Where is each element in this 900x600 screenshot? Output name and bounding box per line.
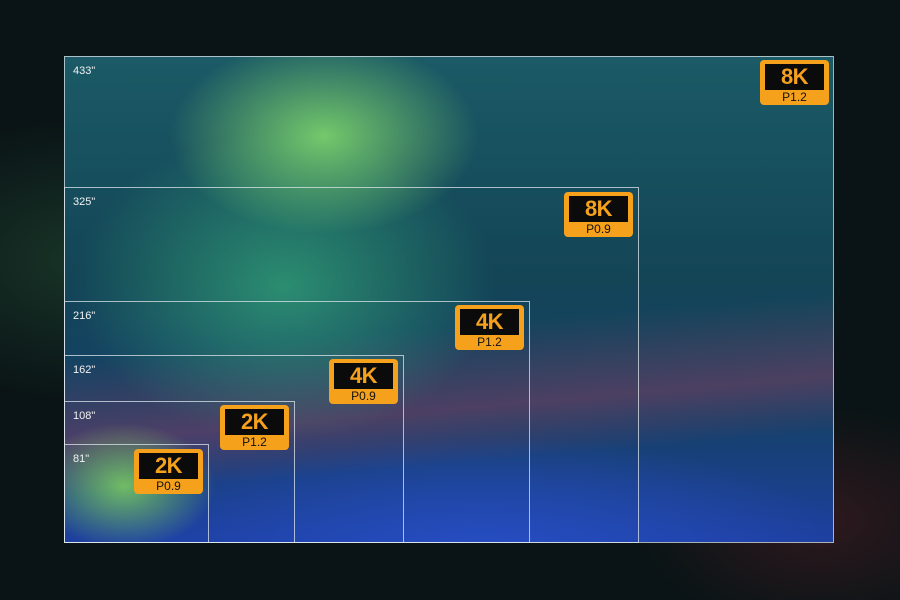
pixel-pitch: P1.2 <box>477 335 502 349</box>
badge-108: 2K P1.2 <box>220 405 289 450</box>
badge-325: 8K P0.9 <box>564 192 633 237</box>
resolution: 8K <box>765 64 824 90</box>
size-label: 216" <box>73 310 96 322</box>
resolution: 2K <box>139 453 198 479</box>
pixel-pitch: P0.9 <box>586 222 611 236</box>
resolution: 4K <box>460 309 519 335</box>
badge-162: 4K P0.9 <box>329 359 398 404</box>
pixel-pitch: P1.2 <box>242 435 267 449</box>
badge-81: 2K P0.9 <box>134 449 203 494</box>
resolution: 4K <box>334 363 393 389</box>
resolution: 2K <box>225 409 284 435</box>
size-label: 433" <box>73 65 96 77</box>
screen-81: 81" <box>64 444 209 543</box>
pixel-pitch: P0.9 <box>351 389 376 403</box>
size-label: 325" <box>73 196 96 208</box>
resolution: 8K <box>569 196 628 222</box>
size-label: 81" <box>73 453 90 465</box>
size-label: 162" <box>73 364 96 376</box>
pixel-pitch: P0.9 <box>156 479 181 493</box>
badge-433: 8K P1.2 <box>760 60 829 105</box>
size-label: 108" <box>73 410 96 422</box>
pixel-pitch: P1.2 <box>782 90 807 104</box>
badge-216: 4K P1.2 <box>455 305 524 350</box>
